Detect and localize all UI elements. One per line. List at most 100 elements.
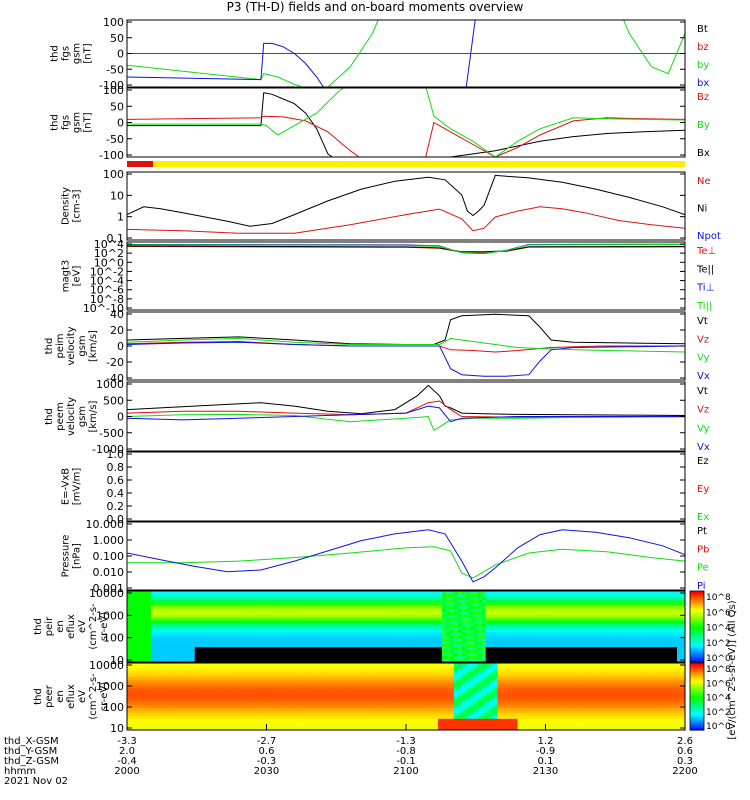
spectrogram-cell [557, 632, 563, 636]
spectrogram-cell [142, 629, 148, 634]
spectrogram-cell [298, 617, 303, 622]
spectrogram-cell [437, 650, 443, 654]
spectrogram-cell [162, 641, 168, 645]
spectrogram-cell [338, 620, 343, 625]
spectrogram-cell [485, 591, 491, 595]
spectrogram-cell [537, 626, 543, 631]
spectrogram-cell [445, 629, 451, 634]
spectrogram-cell [162, 608, 168, 613]
spectrogram-cell [230, 626, 236, 631]
spectrogram-cell [545, 611, 551, 616]
spectrogram-cell [242, 591, 248, 595]
spectrogram-cell [593, 653, 598, 657]
spectrogram-cell [218, 599, 224, 604]
spectrogram-cell [274, 707, 280, 712]
spectrogram-cell [326, 635, 331, 639]
spectrogram-cell [127, 602, 132, 607]
spectrogram-cell [429, 602, 435, 607]
spectrogram-cell [581, 617, 586, 622]
spectrogram-cell [406, 647, 411, 651]
spectrogram-cell [549, 638, 555, 642]
spectrogram-cell [629, 653, 634, 657]
spectrogram-cell [294, 599, 299, 604]
spectrogram-cell [306, 614, 311, 619]
spectrogram-cell [226, 632, 232, 636]
spectrogram-cell [238, 718, 244, 723]
spectrogram-cell [134, 620, 140, 625]
spectrogram-cell [457, 602, 463, 607]
spectrogram-cell [485, 641, 491, 645]
spectrogram-cell [469, 635, 475, 639]
spectrogram-cell [310, 727, 315, 730]
spectrogram-cell [218, 699, 224, 703]
spectrogram-cell [330, 716, 335, 720]
spectrogram-cell [226, 614, 232, 619]
spectrogram-cell [473, 632, 479, 636]
spectrogram-cell [322, 727, 327, 730]
spectrogram-cell [290, 608, 295, 613]
spectrogram-cell [665, 629, 670, 634]
spectrogram-cell [497, 620, 503, 625]
spectrogram-cell [593, 593, 598, 598]
spectrogram-cell [497, 641, 503, 645]
spectrogram-cell [358, 629, 363, 634]
spectrogram-cell [653, 626, 658, 631]
spectrogram-cell [254, 644, 260, 648]
spectrogram-cell [314, 632, 319, 636]
spectrogram-cell [350, 623, 355, 628]
spectrogram-cell [445, 632, 451, 636]
spectrogram-cell [330, 699, 335, 703]
y-tick-label: 1000 [96, 609, 124, 622]
spectrogram-cell [130, 696, 136, 700]
spectrogram-cell [669, 626, 674, 631]
spectrogram-cell [194, 641, 200, 645]
spectrogram-cell [130, 596, 136, 601]
spectrogram-cell [517, 635, 523, 639]
spectrogram-cell [186, 665, 192, 670]
spectrogram-cell [222, 659, 228, 662]
spectrogram-cell [433, 659, 439, 662]
spectrogram-cell [322, 593, 327, 598]
y-tick-label: 1.000 [93, 534, 125, 547]
spectrogram-cell [238, 724, 244, 728]
spectrogram-cell [278, 611, 284, 616]
spectrogram-cell [681, 602, 685, 607]
spectrogram-cell [242, 632, 248, 636]
spectrogram-cell [254, 663, 260, 667]
spectrogram-cell [429, 605, 435, 610]
spectrogram-cell [298, 682, 303, 686]
spectrogram-cell [585, 620, 590, 625]
spectrogram-cell [322, 620, 327, 625]
spectrogram-cell [402, 611, 407, 616]
spectrogram-cell [150, 593, 156, 598]
spectrogram-cell [665, 644, 670, 648]
spectrogram-cell [617, 602, 622, 607]
spectrogram-cell [274, 665, 280, 670]
spectrogram-cell [182, 614, 188, 619]
spectrogram-cell [585, 638, 590, 642]
spectrogram-cell [314, 653, 319, 657]
spectrogram-cell [218, 629, 224, 634]
spectrogram-cell [545, 620, 551, 625]
spectrogram-cell [382, 632, 387, 636]
spectrogram-cell [645, 626, 650, 631]
spectrogram-cell [326, 665, 331, 670]
spectrogram-cell [605, 608, 610, 613]
spectrogram-cell [270, 682, 276, 686]
spectrogram-cell [190, 727, 196, 730]
spectrogram-cell [605, 614, 610, 619]
spectrogram-cell [242, 617, 248, 622]
spectrogram-cell [577, 638, 582, 642]
spectrogram-cell [206, 696, 212, 700]
spectrogram-cell [346, 716, 351, 720]
spectrogram-cell [310, 685, 315, 689]
spectrogram-cell [681, 644, 685, 648]
spectrogram-cell [158, 620, 164, 625]
colorbar-step [690, 628, 704, 632]
spectrogram-cell [469, 614, 475, 619]
spectrogram-cell [170, 727, 176, 730]
spectrogram-cell [294, 611, 299, 616]
spectrogram-cell [246, 696, 252, 700]
spectrogram-cell [258, 679, 264, 684]
spectrogram-cell [633, 611, 638, 616]
